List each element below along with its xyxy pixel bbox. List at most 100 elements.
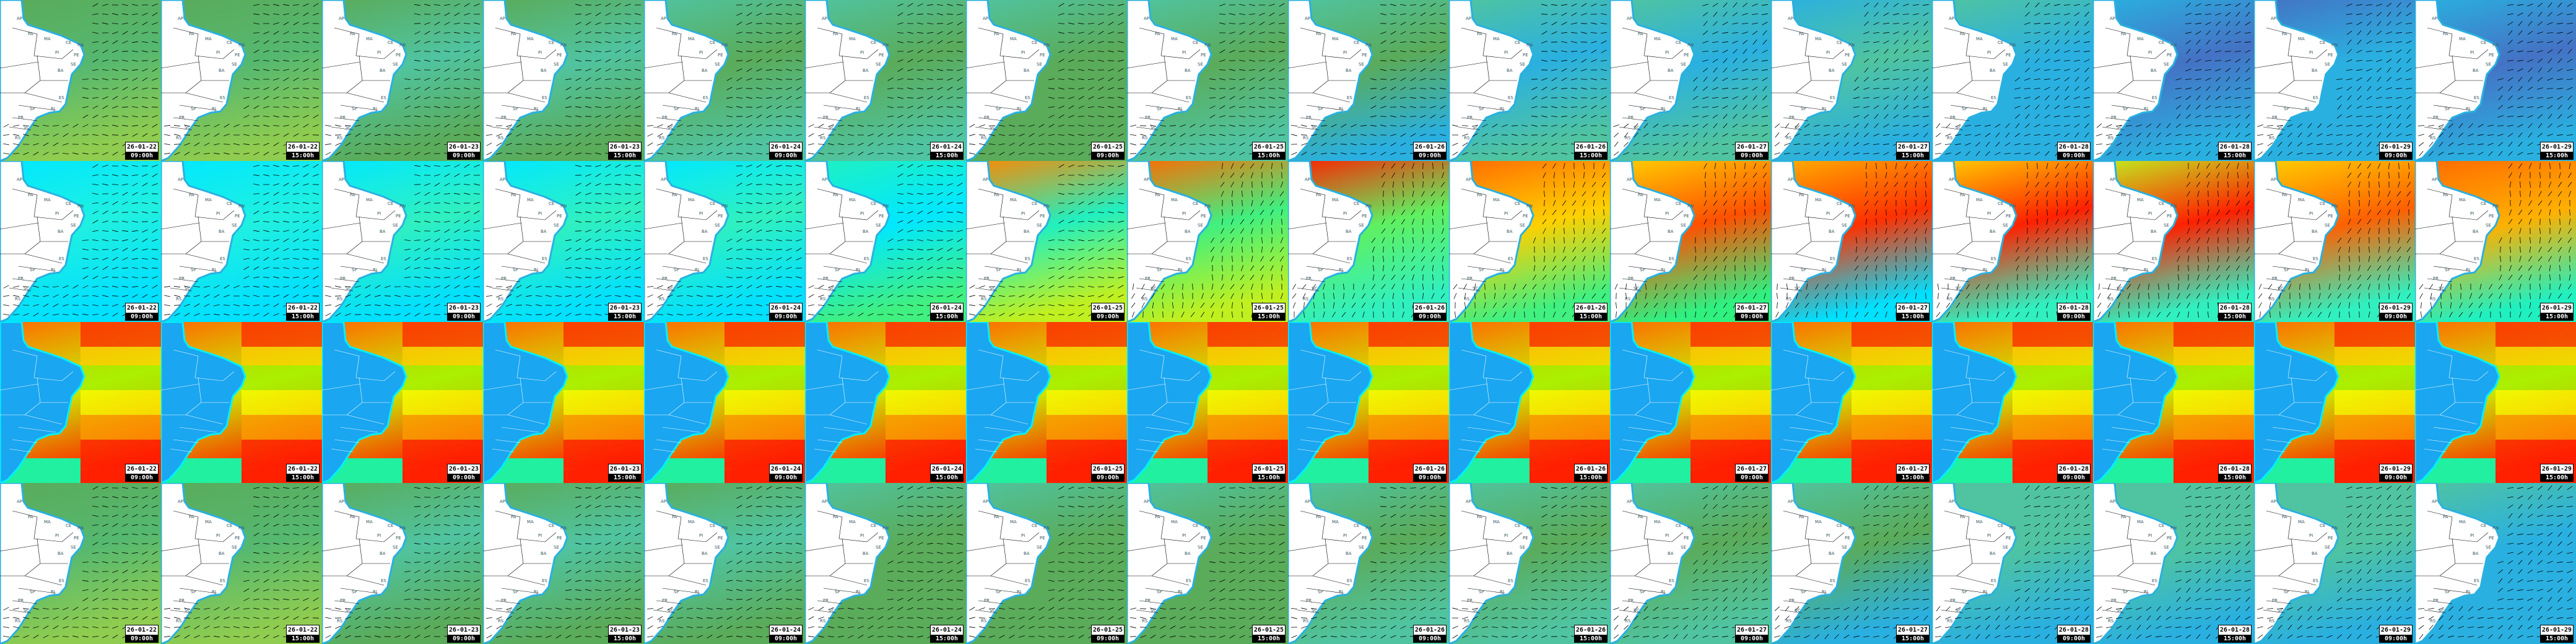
state-label: SP (2123, 268, 2128, 272)
forecast-map-tile[interactable]: AP PA MA CE RN PI PE SE BA ES RJ SP PR SC RS 26-01-23 15… (483, 161, 644, 322)
state-label: PE (1362, 214, 1367, 219)
state-label: CE (2159, 201, 2164, 206)
forecast-map-tile[interactable]: AP PA MA CE RN PI PE SE BA ES RJ SP PR SC RS 26-01-23 15… (483, 0, 644, 161)
forecast-map-tile[interactable]: AP PA MA CE RN PI PE SE BA ES RJ SP PR SC RS 26-01-23 15… (483, 483, 644, 644)
forecast-map-tile[interactable]: 26-01-22 09:00h (0, 322, 161, 483)
state-label: CE (1676, 523, 1681, 528)
forecast-map-tile[interactable]: 26-01-22 15:00h (161, 322, 322, 483)
forecast-map-tile[interactable]: AP PA MA CE RN PI PE SE BA ES RJ SP PR SC RS 26-01-29 09… (2254, 161, 2415, 322)
timestamp-label: 26-01-22 15:00h (286, 464, 320, 482)
state-label: PA (2282, 193, 2287, 198)
state-borders (2415, 27, 2489, 131)
wave-height-band (886, 347, 966, 365)
forecast-map-tile[interactable]: AP PA MA CE RN PI PE SE BA ES RJ SP PR SC RS 26-01-26 09… (1288, 161, 1449, 322)
forecast-map-tile[interactable]: AP PA MA CE RN PI PE SE BA ES RJ SP PR SC RS 26-01-25 09… (966, 0, 1127, 161)
forecast-map-tile[interactable]: AP PA MA CE RN PI PE SE BA ES RJ SP PR SC RS 26-01-28 09… (1932, 483, 2093, 644)
forecast-map-tile[interactable]: 26-01-29 15:00h (2415, 322, 2576, 483)
state-label: PI (55, 50, 59, 55)
state-label: PA (2121, 515, 2126, 520)
forecast-map-tile[interactable]: 26-01-23 09:00h (322, 322, 483, 483)
state-label: PR (1628, 115, 1634, 120)
forecast-time: 15:00h (1252, 635, 1286, 643)
wave-height-band (1046, 365, 1127, 390)
forecast-map-tile[interactable]: AP PA MA CE RN PI PE SE BA ES RJ SP PR SC RS 26-01-28 09… (1932, 161, 2093, 322)
forecast-date: 26-01-27 (1735, 142, 1769, 152)
state-label: PE (1040, 53, 1045, 58)
forecast-map-tile[interactable]: AP PA MA CE RN PI PE SE BA ES RJ SP PR SC RS 26-01-22 09… (0, 0, 161, 161)
forecast-map-tile[interactable]: AP PA MA CE RN PI PE SE BA ES RJ SP PR SC RS 26-01-26 15… (1449, 483, 1610, 644)
forecast-map-tile[interactable]: AP PA MA CE RN PI PE SE BA ES RJ SP PR SC RS 26-01-22 09… (0, 483, 161, 644)
wave-height-band (1852, 440, 1932, 468)
state-label: PE (2489, 214, 2494, 219)
state-label: RJ (1178, 107, 1182, 111)
forecast-map-tile[interactable]: AP PA MA CE RN PI PE SE BA ES RJ SP PR SC RS 26-01-27 09… (1610, 0, 1771, 161)
forecast-map-tile[interactable]: 26-01-25 15:00h (1127, 322, 1288, 483)
forecast-map-tile[interactable]: AP PA MA CE RN PI PE SE BA ES RJ SP PR SC RS 26-01-22 15… (161, 161, 322, 322)
forecast-map-tile[interactable]: 26-01-27 15:00h (1771, 322, 1932, 483)
forecast-time: 15:00h (930, 474, 964, 482)
forecast-map-tile[interactable]: AP PA MA CE RN PI PE SE BA ES RJ SP PR SC RS 26-01-27 15… (1771, 0, 1932, 161)
state-label: AP (339, 499, 344, 504)
forecast-map-tile[interactable]: AP PA MA CE RN PI PE SE BA ES RJ SP PR SC RS 26-01-25 09… (966, 483, 1127, 644)
forecast-map-tile[interactable]: 26-01-26 09:00h (1288, 322, 1449, 483)
forecast-map-tile[interactable]: AP PA MA CE RN PI PE SE BA ES RJ SP PR SC RS 26-01-29 15… (2415, 483, 2576, 644)
forecast-map-tile[interactable]: 26-01-27 09:00h (1610, 322, 1771, 483)
forecast-map-tile[interactable]: AP PA MA CE RN PI PE SE BA ES RJ SP PR SC RS 26-01-29 15… (2415, 0, 2576, 161)
forecast-map-tile[interactable]: 26-01-24 09:00h (644, 322, 805, 483)
forecast-map-tile[interactable]: AP PA MA CE RN PI PE SE BA ES RJ SP PR SC RS 26-01-23 09… (322, 483, 483, 644)
state-label: RN (882, 204, 889, 209)
forecast-map-tile[interactable]: AP PA MA CE RN PI PE SE BA ES RJ SP PR SC RS 26-01-25 15… (1127, 483, 1288, 644)
forecast-map-tile[interactable]: AP PA MA CE RN PI PE SE BA ES RJ SP PR SC RS 26-01-25 09… (966, 161, 1127, 322)
forecast-map-tile[interactable]: AP PA MA CE RN PI PE SE BA ES RJ SP PR SC RS 26-01-22 09… (0, 161, 161, 322)
forecast-map-tile[interactable]: AP PA MA CE RN PI PE SE BA ES RJ SP PR SC RS 26-01-24 15… (805, 161, 966, 322)
forecast-map-tile[interactable]: 26-01-29 09:00h (2254, 322, 2415, 483)
forecast-map-tile[interactable]: AP PA MA CE RN PI PE SE BA ES RJ SP PR SC RS 26-01-24 15… (805, 483, 966, 644)
forecast-time: 09:00h (1091, 474, 1125, 482)
state-label: MA (205, 198, 212, 202)
forecast-map-tile[interactable]: AP PA MA CE RN PI PE SE BA ES RJ SP PR SC RS 26-01-24 09… (644, 161, 805, 322)
forecast-map-tile[interactable]: AP PA MA CE RN PI PE SE BA ES RJ SP PR SC RS 26-01-22 15… (161, 0, 322, 161)
forecast-map-tile[interactable]: AP PA MA CE RN PI PE SE BA ES RJ SP PR SC RS 26-01-24 15… (805, 0, 966, 161)
forecast-map-tile[interactable]: 26-01-28 15:00h (2093, 322, 2254, 483)
forecast-map-tile[interactable]: AP PA MA CE RN PI PE SE BA ES RJ SP PR SC RS 26-01-28 09… (1932, 0, 2093, 161)
forecast-map-tile[interactable]: AP PA MA CE RN PI PE SE BA ES RJ SP PR SC RS 26-01-26 09… (1288, 0, 1449, 161)
forecast-map-tile[interactable]: AP PA MA CE RN PI PE SE BA ES RJ SP PR SC RS 26-01-29 09… (2254, 0, 2415, 161)
forecast-map-tile[interactable]: AP PA MA CE RN PI PE SE BA ES RJ SP PR SC RS 26-01-24 09… (644, 483, 805, 644)
forecast-map-tile[interactable]: AP PA MA CE RN PI PE SE BA ES RJ SP PR SC RS 26-01-25 15… (1127, 161, 1288, 322)
forecast-map-tile[interactable]: AP PA MA CE RN PI PE SE BA ES RJ SP PR SC RS 26-01-28 15… (2093, 161, 2254, 322)
forecast-map-tile[interactable]: AP PA MA CE RN PI PE SE BA ES RJ SP PR SC RS 26-01-26 09… (1288, 483, 1449, 644)
forecast-date: 26-01-22 (125, 303, 159, 313)
forecast-map-tile[interactable]: AP PA MA CE RN PI PE SE BA ES RJ SP PR SC RS 26-01-25 15… (1127, 0, 1288, 161)
forecast-map-tile[interactable]: AP PA MA CE RN PI PE SE BA ES RJ SP PR SC RS 26-01-23 09… (322, 161, 483, 322)
forecast-map-tile[interactable]: AP PA MA CE RN PI PE SE BA ES RJ SP PR SC RS 26-01-23 09… (322, 0, 483, 161)
forecast-map-tile[interactable]: AP PA MA CE RN PI PE SE BA ES RJ SP PR SC RS 26-01-28 15… (2093, 0, 2254, 161)
forecast-date: 26-01-22 (286, 142, 320, 152)
forecast-map-tile[interactable]: 26-01-24 15:00h (805, 322, 966, 483)
forecast-map-tile[interactable]: AP PA MA CE RN PI PE SE BA ES RJ SP PR SC RS 26-01-22 15… (161, 483, 322, 644)
forecast-map-tile[interactable]: AP PA MA CE RN PI PE SE BA ES RJ SP PR SC RS 26-01-29 09… (2254, 483, 2415, 644)
forecast-map-tile[interactable]: AP PA MA CE RN PI PE SE BA ES RJ SP PR SC RS 26-01-24 09… (644, 0, 805, 161)
forecast-map-tile[interactable]: 26-01-25 09:00h (966, 322, 1127, 483)
forecast-map-tile[interactable]: AP PA MA CE RN PI PE SE BA ES RJ SP PR SC RS 26-01-27 09… (1610, 161, 1771, 322)
state-label: SP (30, 268, 35, 272)
state-label: PR (984, 598, 990, 603)
state-label: BA (1990, 68, 1996, 73)
state-label: PE (2167, 536, 2172, 541)
forecast-map-tile[interactable]: AP PA MA CE RN PI PE SE BA ES RJ SP PR SC RS 26-01-27 09… (1610, 483, 1771, 644)
forecast-map-tile[interactable]: 26-01-23 15:00h (483, 322, 644, 483)
state-label: CE (549, 40, 554, 45)
state-label: RJ (1017, 590, 1021, 594)
forecast-map-tile[interactable]: AP PA MA CE RN PI PE SE BA ES RJ SP PR SC RS 26-01-27 15… (1771, 161, 1932, 322)
forecast-map-tile[interactable]: 26-01-28 09:00h (1932, 322, 2093, 483)
forecast-map-tile[interactable]: AP PA MA CE RN PI PE SE BA ES RJ SP PR SC RS 26-01-27 15… (1771, 483, 1932, 644)
forecast-map-tile[interactable]: AP PA MA CE RN PI PE SE BA ES RJ SP PR SC RS 26-01-26 15… (1449, 0, 1610, 161)
forecast-date: 26-01-23 (608, 464, 642, 474)
forecast-map-tile[interactable]: AP PA MA CE RN PI PE SE BA ES RJ SP PR SC RS 26-01-28 15… (2093, 483, 2254, 644)
state-label: PE (1523, 214, 1528, 219)
state-label: PI (2148, 533, 2152, 538)
forecast-map-tile[interactable]: 26-01-26 15:00h (1449, 322, 1610, 483)
forecast-map-tile[interactable]: AP PA MA CE RN PI PE SE BA ES RJ SP PR SC RS 26-01-29 15… (2415, 161, 2576, 322)
forecast-map-tile[interactable]: AP PA MA CE RN PI PE SE BA ES RJ SP PR SC RS 26-01-26 15… (1449, 161, 1610, 322)
